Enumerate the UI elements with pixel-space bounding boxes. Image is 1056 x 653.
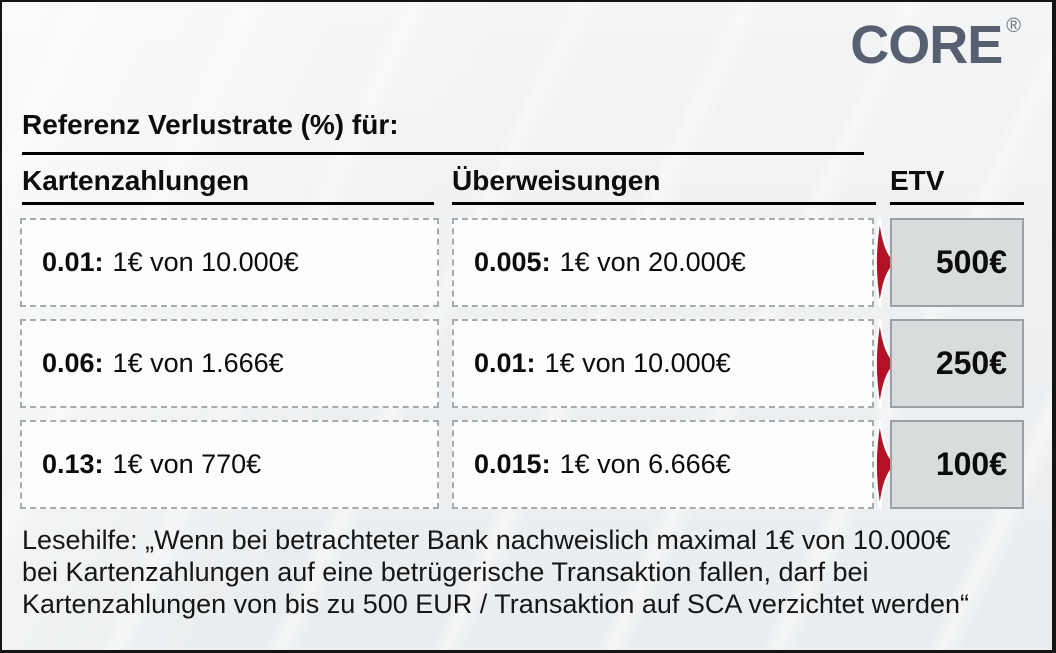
loss-rate-value: 0.06: xyxy=(42,348,104,378)
etv-value: 250€ xyxy=(935,345,1007,381)
loss-rate-example: 1€ von 1.666€ xyxy=(112,348,284,378)
loss-rate-value: 0.01: xyxy=(42,247,104,277)
loss-rate-example: 1€ von 10.000€ xyxy=(544,348,731,378)
loss-rate-value: 0.015: xyxy=(474,449,551,479)
red-arrow-icon xyxy=(872,317,899,410)
core-logo: CORE ® xyxy=(850,15,1021,75)
loss-rate-example: 1€ von 10.000€ xyxy=(112,247,299,277)
loss-rate-value: 0.01: xyxy=(474,348,536,378)
table-row-2-kartenzahlungen-cell: 0.06: 1€ von 1.666€ xyxy=(20,319,439,408)
ueberweisungen-underline xyxy=(452,202,876,205)
etv-value: 500€ xyxy=(935,244,1007,280)
table-row-1-ueberweisungen-cell: 0.005: 1€ von 20.000€ xyxy=(452,218,874,307)
table-row-3-kartenzahlungen-cell: 0.13: 1€ von 770€ xyxy=(20,420,439,509)
page-title: Referenz Verlustrate (%) für: xyxy=(22,109,399,140)
etv-value: 100€ xyxy=(935,446,1007,482)
loss-rate-value: 0.005: xyxy=(474,247,551,277)
registered-trademark-icon: ® xyxy=(1006,15,1021,37)
table-row-1-kartenzahlungen-cell: 0.01: 1€ von 10.000€ xyxy=(20,218,439,307)
loss-rate-example: 1€ von 6.666€ xyxy=(559,449,731,479)
lesehilfe-line-3: Kartenzahlungen von bis zu 500 EUR / Tra… xyxy=(22,589,970,619)
etv-underline xyxy=(890,202,1024,205)
lesehilfe-line-2: bei Kartenzahlungen auf eine betrügerisc… xyxy=(22,557,869,587)
loss-rate-example: 1€ von 770€ xyxy=(112,449,262,479)
table-row-2-etv-cell: 250€ xyxy=(890,319,1024,408)
red-arrow-icon xyxy=(872,418,899,511)
kartenzahlungen-underline xyxy=(22,202,434,205)
column-header-kartenzahlungen: Kartenzahlungen xyxy=(22,165,250,196)
core-logo-text: CORE xyxy=(850,15,1003,75)
table-row-3-ueberweisungen-cell: 0.015: 1€ von 6.666€ xyxy=(452,420,874,509)
loss-rate-example: 1€ von 20.000€ xyxy=(559,247,746,277)
red-arrow-icon xyxy=(872,216,899,309)
table-row-3-etv-cell: 100€ xyxy=(890,420,1024,509)
column-header-etv: ETV xyxy=(890,165,945,196)
title-underline xyxy=(22,152,864,155)
column-header-ueberweisungen: Überweisungen xyxy=(452,165,661,196)
loss-rate-value: 0.13: xyxy=(42,449,104,479)
lesehilfe-note: Lesehilfe: „Wenn bei betrachteter Bank n… xyxy=(22,524,1042,620)
lesehilfe-line-1: Lesehilfe: „Wenn bei betrachteter Bank n… xyxy=(22,525,951,555)
table-row-2-ueberweisungen-cell: 0.01: 1€ von 10.000€ xyxy=(452,319,874,408)
table-row-1-etv-cell: 500€ xyxy=(890,218,1024,307)
